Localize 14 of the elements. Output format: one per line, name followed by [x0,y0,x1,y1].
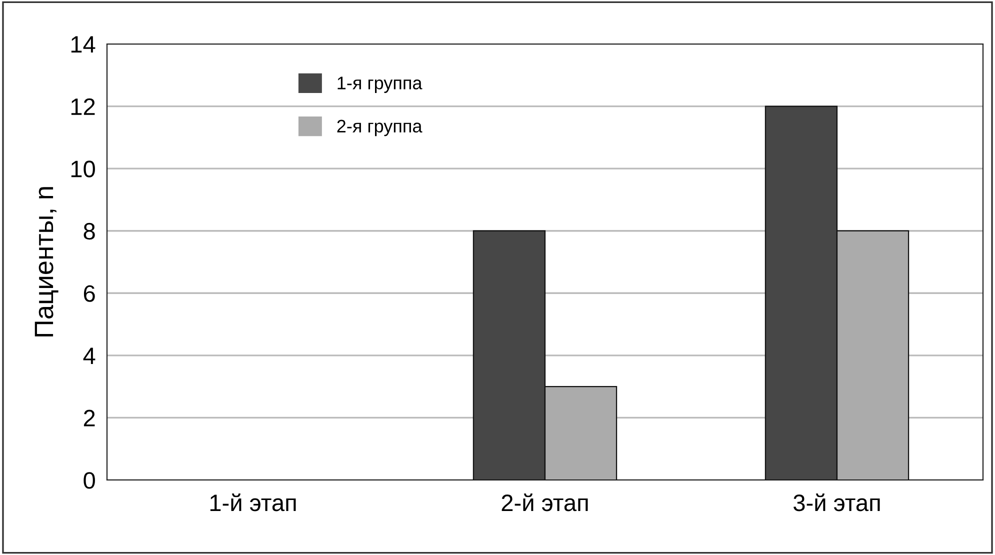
y-tick-label: 14 [71,36,96,53]
y-axis-title: Пациенты, n [34,187,58,336]
legend-label: 2-я группа [337,120,422,136]
y-tick-label: 0 [84,472,95,489]
x-tick-label: 1-й этап [210,493,296,512]
x-tick-label: 3-й этап [794,493,880,512]
y-tick-label: 6 [84,285,95,302]
y-tick-label: 10 [71,160,95,178]
y-tick-label: 4 [83,348,96,364]
legend-label: 1-я группа [338,76,422,93]
y-tick-label: 2 [84,410,95,426]
x-tick-label: 2-й этап [502,493,588,512]
y-tick-label: 8 [84,222,95,240]
y-tick-label: 12 [71,98,95,115]
